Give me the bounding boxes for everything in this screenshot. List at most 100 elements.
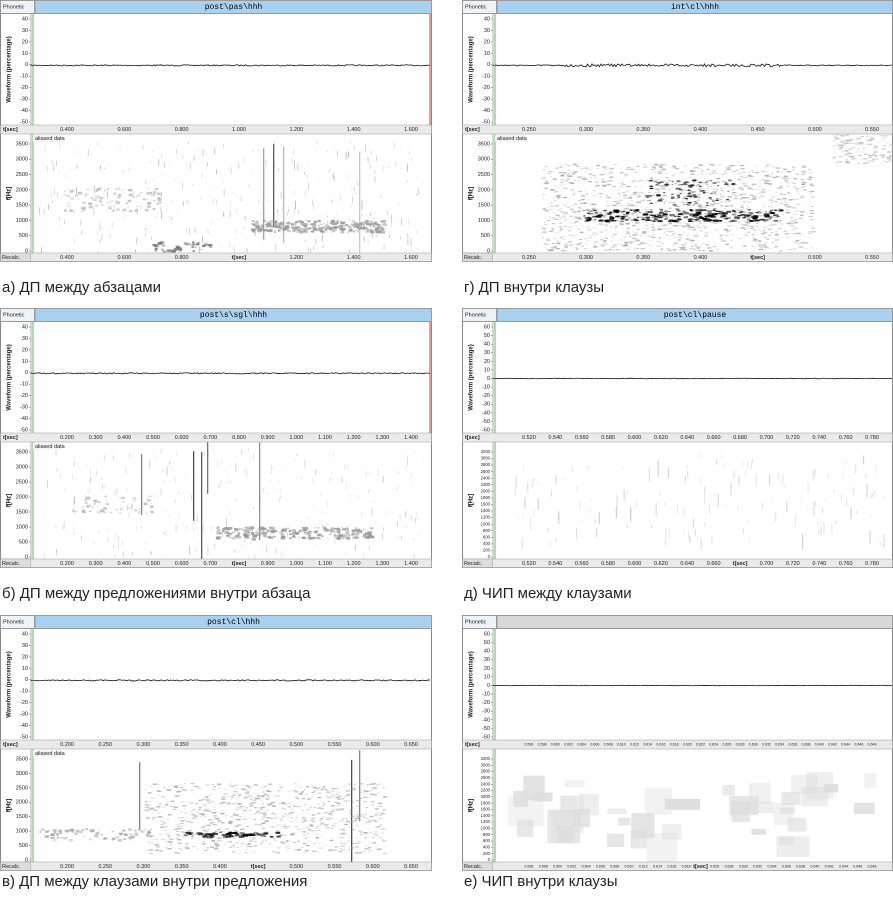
spectral-energy [533, 478, 534, 482]
spectral-energy [624, 242, 629, 243]
bottom-tick-label: 0.300 [89, 561, 103, 567]
spectral-energy [348, 849, 351, 850]
spectral-energy [331, 472, 332, 475]
spectral-energy [861, 144, 864, 145]
caption: г) ДП внутри клаузы [464, 279, 604, 296]
spectral-energy [601, 181, 606, 182]
bottom-tick-label: 0.400 [694, 255, 708, 261]
spectral-energy [328, 797, 332, 798]
bottom-tick-label: 0.650 [404, 864, 418, 870]
spectral-energy [98, 142, 99, 146]
spectral-energy [174, 806, 178, 807]
spectral-energy [90, 470, 91, 474]
spectral-energy [288, 803, 290, 804]
spectral-energy [217, 463, 218, 467]
spectral-energy [310, 820, 313, 821]
spectral-energy [612, 236, 614, 237]
spectral-energy [185, 843, 188, 844]
tier-label: Phonetic [465, 312, 487, 318]
spectral-energy [302, 798, 306, 799]
spectral-energy [383, 476, 384, 483]
spectral-energy [126, 202, 129, 204]
spectral-energy [382, 223, 386, 226]
spectral-energy [715, 194, 717, 195]
spectral-energy [213, 807, 215, 808]
spectral-energy [269, 848, 271, 849]
spectral-energy [158, 159, 159, 166]
spectral-energy [793, 230, 795, 231]
spectral-energy [658, 460, 659, 478]
spectral-energy [767, 206, 770, 207]
spectral-energy [625, 191, 627, 192]
bottom-tick-label: 0.500 [146, 561, 160, 567]
bottom-tick-label: 0.250 [98, 864, 112, 870]
spectral-energy [865, 138, 867, 139]
spectral-energy [661, 188, 666, 189]
spectral-energy [289, 791, 291, 792]
spectral-energy [629, 196, 631, 197]
spectral-energy [363, 832, 366, 833]
spectral-energy [583, 215, 585, 216]
spectral-energy [282, 226, 285, 228]
spectral-energy [688, 218, 693, 220]
spectral-energy [97, 231, 98, 236]
spectral-energy [650, 203, 653, 204]
spectral-energy [678, 237, 681, 238]
spectral-energy [755, 219, 760, 221]
spectral-energy [709, 250, 714, 251]
spectral-energy [297, 227, 299, 228]
waveform-tick-label: -10 [482, 692, 490, 698]
spectral-energy [335, 227, 337, 228]
spectral-energy [268, 803, 273, 804]
spectral-energy [208, 452, 209, 458]
spectral-energy [609, 249, 612, 250]
spectral-energy [752, 172, 755, 173]
spectral-energy [239, 853, 241, 854]
spectral-energy [699, 186, 702, 187]
spectral-energy [699, 204, 702, 205]
spectral-energy [216, 537, 220, 540]
spectral-energy [176, 451, 177, 456]
spectral-energy [630, 507, 631, 521]
spectral-energy [689, 240, 693, 241]
spectral-energy [250, 807, 252, 808]
spectral-energy [681, 245, 685, 246]
spectral-energy [752, 189, 754, 190]
spectral-energy [659, 185, 664, 186]
spectral-energy [290, 834, 294, 835]
spectral-energy [796, 191, 798, 192]
spectral-energy [202, 826, 205, 827]
spectral-energy [303, 229, 306, 231]
spectral-energy [560, 211, 564, 212]
spectral-energy [756, 189, 759, 190]
spectral-energy [645, 211, 649, 212]
spectral-energy [612, 198, 614, 199]
bottom-time-label: t[sec] [232, 561, 247, 567]
spectral-energy [198, 242, 200, 243]
spectral-energy [339, 843, 343, 844]
spectral-energy [180, 850, 183, 851]
spectral-energy [580, 170, 583, 171]
spectral-energy [314, 830, 318, 831]
spectral-energy [782, 198, 786, 199]
spectral-energy [741, 210, 743, 211]
recalc-label: Recalc. [2, 255, 21, 261]
spectral-energy [605, 212, 608, 213]
spectral-energy [658, 220, 663, 222]
spectral-energy [781, 172, 783, 173]
spectral-energy [630, 209, 633, 210]
spectral-energy [244, 540, 245, 543]
spectral-energy [367, 824, 369, 825]
spectral-energy [788, 223, 791, 224]
time-tick-label: 1.400 [404, 435, 418, 441]
spectral-energy [294, 161, 295, 170]
spectral-energy [203, 833, 209, 835]
spectral-energy [357, 841, 361, 842]
spectral-energy [768, 225, 770, 226]
spectral-energy [408, 219, 409, 225]
spectral-energy [196, 243, 200, 245]
spectral-energy [795, 188, 799, 189]
spectral-energy [54, 832, 56, 833]
caption: б) ДП между предложениями внутри абзаца [2, 585, 311, 602]
spectral-energy [343, 835, 345, 836]
